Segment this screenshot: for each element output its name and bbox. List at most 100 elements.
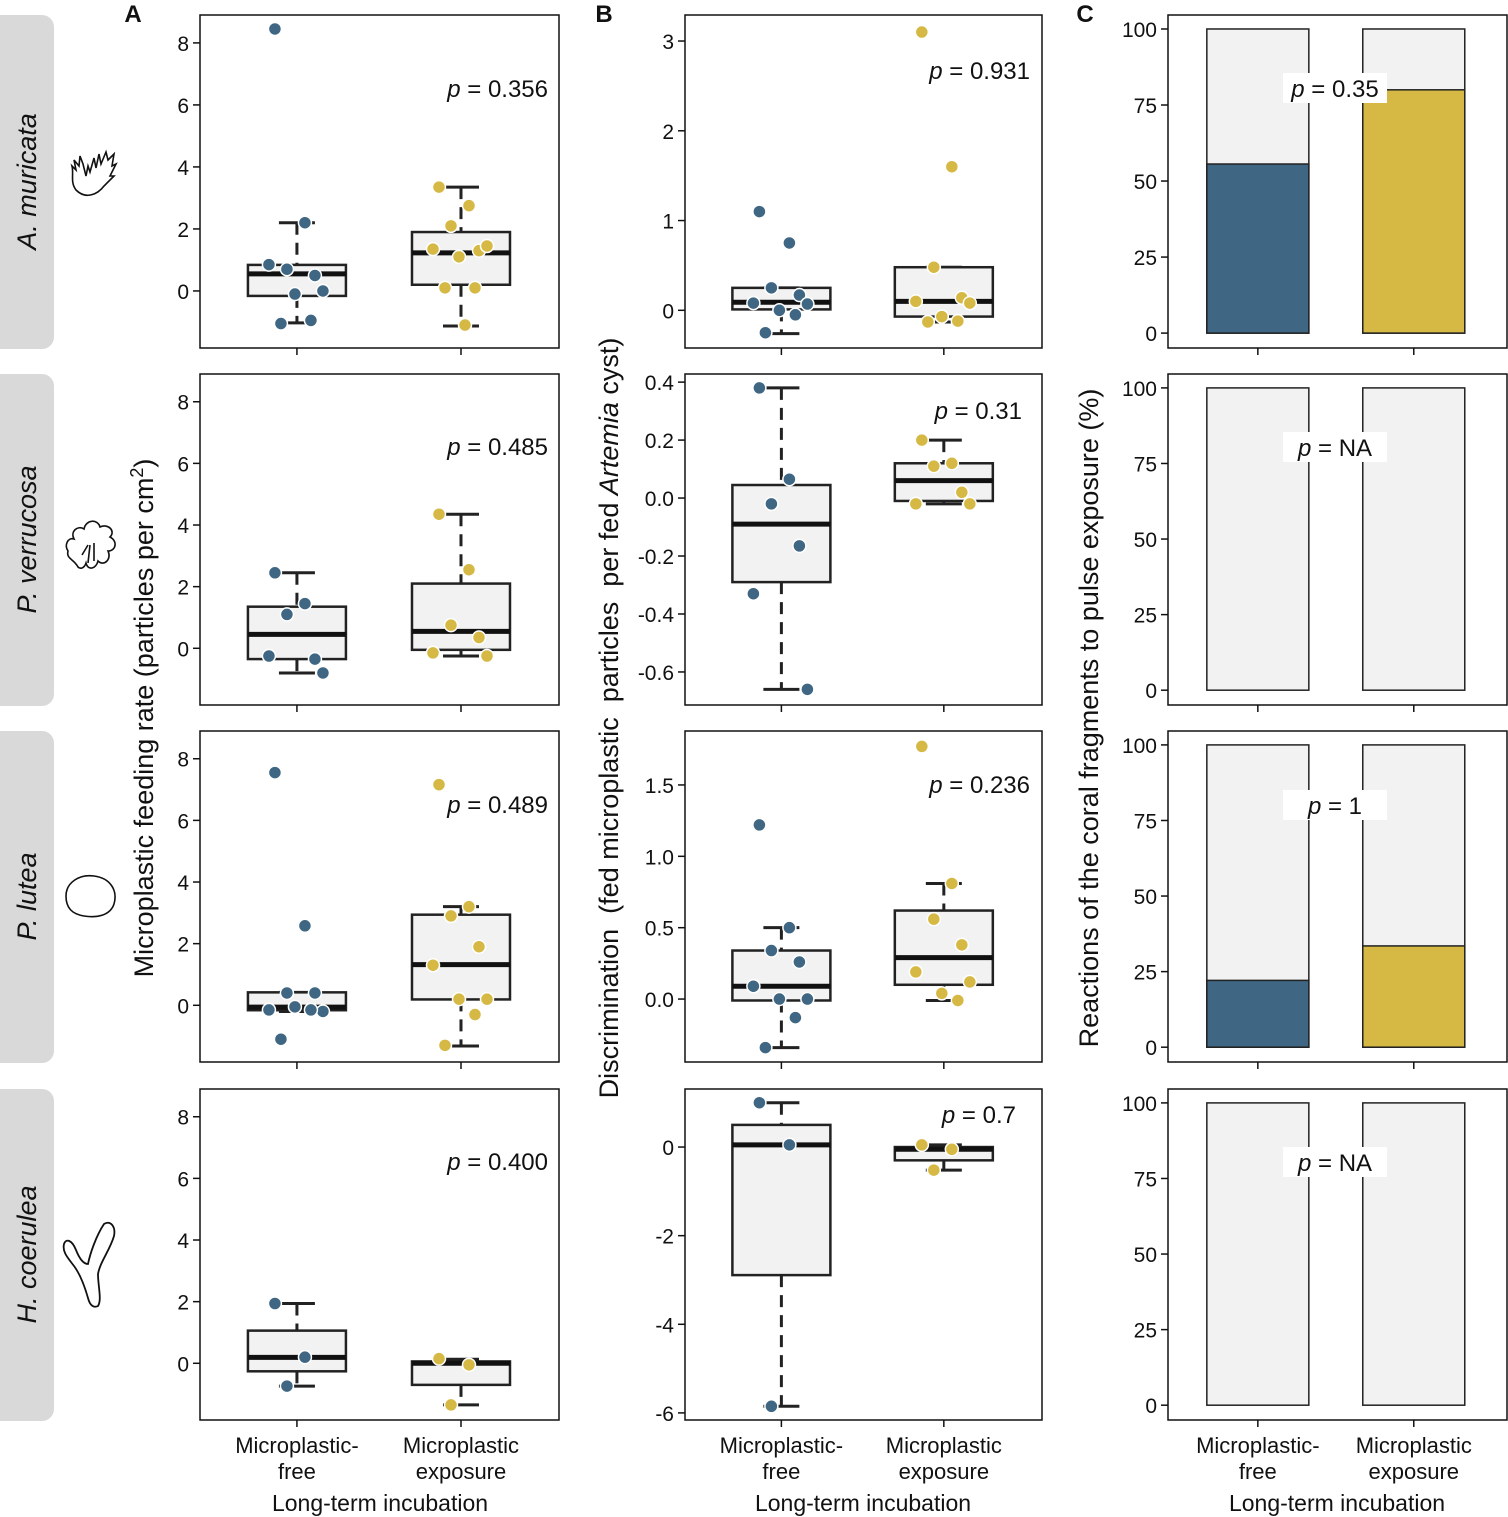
y-tick-label: 2 <box>177 1292 189 1315</box>
group-microplastic-free <box>246 21 348 331</box>
y-tick-label: 3 <box>662 31 674 54</box>
p-symbol: p <box>941 1102 955 1129</box>
group-microplastic-exposure <box>410 179 512 333</box>
x-tick-label: Microplastic- <box>235 1433 358 1458</box>
p-value: 1 <box>1349 793 1362 820</box>
y-tick-label: 0 <box>177 638 189 661</box>
p-value: NA <box>1339 1150 1372 1177</box>
p-value: 0.236 <box>970 772 1030 799</box>
y-tick-label: 2 <box>177 577 189 600</box>
panel-c-2: 0 25 50 75 100 p = NA <box>1122 373 1508 712</box>
panel-c-4: 0 25 50 75 100 Microplastic-free Microplastice… <box>1122 1088 1508 1484</box>
p-value: 0.356 <box>488 76 548 103</box>
data-point <box>920 314 936 330</box>
p-value: 0.931 <box>970 58 1030 85</box>
y-tick-label: 25 <box>1134 247 1157 270</box>
y-tick-label: 25 <box>1134 962 1157 985</box>
species-strips: A. muricata P. verrucosa P. lutea H. coerul… <box>0 15 54 1421</box>
p-value: NA <box>1339 435 1372 462</box>
data-point <box>303 313 319 328</box>
panel-a-2: 0 2 4 6 8 p = 0.485 <box>177 373 560 712</box>
species-strip <box>0 1089 54 1421</box>
p-value: 0.485 <box>488 434 548 461</box>
p-value-label: p = 0.236 <box>928 772 1030 799</box>
panel-letter-b: B <box>595 1 612 28</box>
x-tick-label: exposure <box>899 1459 990 1484</box>
data-point <box>772 303 787 318</box>
y-tick-label: 0 <box>177 995 189 1018</box>
data-point <box>431 777 447 792</box>
panel-b-4: -6 -4 -2 0 Microplastic-free Microplasticexpo… <box>655 1088 1043 1484</box>
box <box>410 913 512 1001</box>
data-point <box>788 1010 803 1025</box>
p-value-label: p = 0.931 <box>928 58 1030 85</box>
data-point <box>479 991 495 1007</box>
p-equals: = <box>461 434 488 461</box>
box <box>410 582 512 652</box>
data-point <box>950 313 966 329</box>
x-tick-label: free <box>1239 1459 1277 1484</box>
y-tick-label: 4 <box>177 1230 189 1253</box>
data-point <box>926 911 942 927</box>
p-equals: = <box>1311 435 1338 462</box>
p-equals: = <box>943 58 970 85</box>
p-symbol: p <box>446 76 460 103</box>
axis-titles: A B C Microplastic feeding rate (particl… <box>124 1 1445 1516</box>
y-tick-label: 0.0 <box>645 488 674 511</box>
data-point <box>315 665 331 681</box>
data-point <box>297 215 313 230</box>
data-point <box>944 1142 960 1157</box>
plot-frame <box>684 1088 1043 1421</box>
y-tick-label: 50 <box>1134 529 1157 552</box>
species-strip <box>0 731 54 1063</box>
acropora-branching-icon <box>70 149 118 197</box>
p-label-background <box>1283 73 1387 103</box>
y-tick-label: 75 <box>1134 453 1157 476</box>
data-point <box>273 1031 289 1047</box>
p-value-label: p = 0.7 <box>941 1102 1016 1129</box>
panel-c-1: 0 25 50 75 100 p = 0.35 <box>1122 14 1508 355</box>
species-strip <box>0 15 54 349</box>
data-point <box>782 471 797 487</box>
group-microplastic-exposure <box>893 1137 995 1178</box>
group-microplastic-free <box>246 565 348 681</box>
group-microplastic-exposure <box>893 432 995 512</box>
p-value-label: p = 1 <box>1307 793 1362 820</box>
data-point <box>908 964 924 980</box>
ylabel-a: Microplastic feeding rate (particles per… <box>127 459 159 978</box>
data-point <box>764 1399 779 1414</box>
bar-microplastic-exposure <box>1362 945 1466 1048</box>
group-microplastic-free <box>731 817 832 1055</box>
y-tick-label: 0 <box>1145 1395 1157 1418</box>
data-point <box>471 939 487 954</box>
data-point <box>451 249 467 265</box>
p-value-label: p = 0.400 <box>446 1149 548 1176</box>
p-symbol: p <box>446 792 460 819</box>
y-tick-label: -0.2 <box>638 546 674 569</box>
bar-microplastic-free <box>1206 163 1310 334</box>
p-equals: = <box>461 792 488 819</box>
data-point <box>908 294 924 309</box>
group-microplastic-free <box>731 380 832 697</box>
data-point <box>479 648 495 664</box>
p-equals: = <box>943 772 970 799</box>
data-point <box>307 651 323 667</box>
y-tick-label: 6 <box>177 810 189 833</box>
p-value: 0.489 <box>488 792 548 819</box>
p-value-label: p = 0.356 <box>446 76 548 103</box>
p-equals: = <box>461 76 488 103</box>
data-point <box>914 739 930 754</box>
p-value: 0.35 <box>1332 76 1379 103</box>
species-label: P. verrucosa <box>12 465 42 613</box>
data-point <box>914 1137 930 1153</box>
plot-frame <box>199 373 560 706</box>
p-equals: = <box>1321 793 1348 820</box>
panel-b-1: 0 1 2 3 p = 0.931 <box>662 14 1043 355</box>
data-point <box>431 1351 447 1366</box>
panel-letter-a: A <box>124 1 141 28</box>
data-point <box>788 307 803 323</box>
y-tick-label: 0.2 <box>645 430 674 453</box>
group-microplastic-free <box>731 1095 832 1414</box>
data-point <box>758 325 773 340</box>
data-point <box>279 985 295 1001</box>
